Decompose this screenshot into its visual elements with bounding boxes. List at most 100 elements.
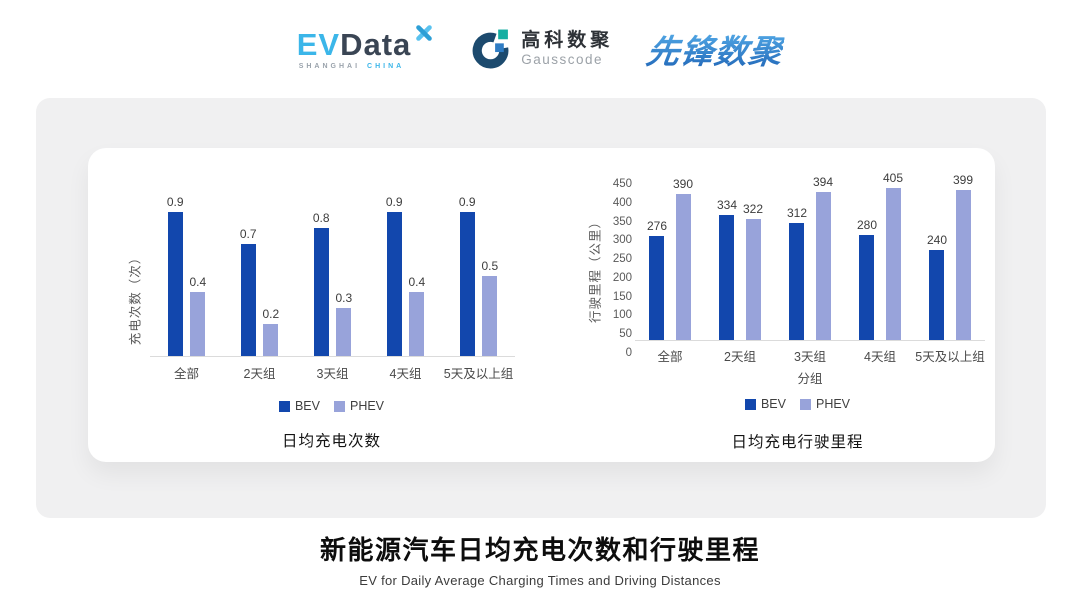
bar-group: 312 394 — [786, 174, 834, 340]
bar-value-label: 0.5 — [481, 258, 499, 273]
bar-value-label: 240 — [926, 232, 947, 247]
legend-label: BEV — [760, 397, 786, 411]
x-category-label: 5天及以上组 — [443, 367, 514, 381]
bar-group: 276 390 — [647, 176, 694, 340]
bar-bev — [459, 212, 475, 356]
y-tick-label: 50 — [619, 328, 632, 341]
evdata-data-text: Data — [340, 26, 412, 62]
bar-group: 0.9 0.5 — [458, 194, 499, 356]
x-category-label: 3天组 — [316, 367, 349, 381]
legend-label: BEV — [294, 399, 320, 413]
y-tick-label: 450 — [612, 178, 632, 190]
y-tick-label: 0 — [625, 347, 632, 359]
plot-column: 276 390 334 322 312 394 280 405 240 399 全部 2天组 3天组 4… — [635, 170, 985, 387]
legend-item-bev: BEV — [278, 399, 320, 413]
legend-label: PHEV — [815, 397, 851, 411]
gausscode-wordmark: 高科数聚 Gausscode — [521, 30, 613, 67]
legend-swatch-icon — [799, 398, 811, 410]
x-category-label: 3天组 — [794, 350, 826, 364]
bar-wrap: 240 — [926, 232, 947, 340]
legend: BEV PHEV — [610, 397, 985, 411]
bar-value-label: 394 — [813, 174, 834, 189]
bar-group: 0.8 0.3 — [313, 211, 353, 356]
bar-wrap: 0.4 — [190, 275, 206, 356]
bar-value-label: 0.2 — [262, 306, 280, 321]
chart-title: 日均充电行驶里程 — [731, 434, 864, 451]
y-tick-label: 350 — [612, 215, 632, 228]
x-axis-categories: 全部 2天组 3天组 4天组 5天及以上组 — [635, 346, 985, 365]
legend-swatch-icon — [333, 400, 345, 412]
x-category-label: 2天组 — [724, 350, 756, 364]
bar-bev — [386, 212, 402, 356]
bar-wrap: 280 — [856, 217, 877, 340]
bar-value-label: 280 — [856, 217, 877, 232]
bar-bev — [719, 215, 735, 340]
footer: 新能源汽车日均充电次数和行驶里程 EV for Daily Average Ch… — [0, 530, 1080, 588]
plot-column: 0.9 0.4 0.7 0.2 0.8 0.3 0.9 0.4 0.9 0.5 全部 2天组 3天组 4… — [150, 194, 515, 382]
charts-panel: 充电次数（次） 0.9 0.4 0.7 0.2 0.8 0.3 0.9 0.4 0.9 0.5 全… — [88, 148, 995, 462]
y-tick-label: 200 — [612, 271, 632, 284]
evdata-ev-text: EV — [296, 26, 341, 62]
evdata-china-text: CHINA — [367, 62, 405, 70]
y-axis-label: 充电次数（次） — [128, 250, 143, 346]
bar-wrap: 334 — [717, 198, 737, 340]
bar-value-label: 0.9 — [166, 194, 184, 209]
bar-phev — [815, 192, 831, 340]
bar-wrap: 0.3 — [335, 290, 353, 356]
bar-value-label: 322 — [743, 201, 764, 216]
bar-wrap: 390 — [673, 176, 694, 340]
bar-phev — [482, 276, 498, 356]
chart-body: 行驶里程（公里） 450 400 350 300 250 200 150 100 50 0 276… — [580, 170, 985, 387]
pioneer-wordmark-text: 先锋数聚 — [644, 25, 787, 73]
bar-wrap: 394 — [813, 174, 834, 340]
bar-phev — [745, 219, 761, 340]
bar-wrap: 399 — [953, 173, 973, 340]
bar-value-label: 0.9 — [458, 194, 476, 209]
legend-label: PHEV — [349, 399, 385, 413]
bar-phev — [955, 190, 971, 340]
bar-wrap: 0.9 — [166, 194, 184, 356]
gausscode-logo: 高科数聚 Gausscode — [469, 28, 613, 71]
x-category-label: 2天组 — [243, 367, 276, 381]
bar-bev — [929, 250, 945, 340]
bar-value-label: 312 — [786, 205, 807, 220]
bar-value-label: 0.4 — [408, 274, 426, 289]
x-category-label: 全部 — [173, 367, 199, 381]
chart-daily-driving-distance: 行驶里程（公里） 450 400 350 300 250 200 150 100 50 0 276… — [580, 160, 985, 452]
y-axis-ticks: 450 400 350 300 250 200 150 100 50 0 — [604, 178, 632, 359]
bar-group: 0.9 0.4 — [166, 194, 206, 356]
x-axis-label: 分组 — [797, 372, 823, 386]
bar-wrap: 0.9 — [386, 195, 403, 356]
legend: BEV PHEV — [148, 399, 515, 413]
bar-bev — [649, 236, 665, 340]
bar-bev — [859, 235, 875, 340]
legend-item-phev: PHEV — [799, 397, 851, 411]
bar-wrap: 405 — [883, 170, 904, 340]
bar-group: 240 399 — [926, 173, 973, 340]
bar-phev — [336, 308, 352, 356]
evdata-shanghai-text: SHANGHAI — [298, 62, 361, 70]
page-title: 新能源汽车日均充电次数和行驶里程 — [319, 535, 760, 565]
evdata-propeller-icon — [416, 24, 433, 41]
legend-item-bev: BEV — [744, 397, 786, 411]
chart-daily-charging-times: 充电次数（次） 0.9 0.4 0.7 0.2 0.8 0.3 0.9 0.4 0.9 0.5 全… — [118, 176, 515, 451]
chart-title: 日均充电次数 — [281, 433, 381, 450]
bar-wrap: 0.9 — [458, 194, 476, 356]
bar-group: 280 405 — [856, 170, 904, 340]
x-category-label: 4天组 — [864, 350, 896, 364]
bar-value-label: 405 — [883, 170, 904, 185]
x-category-label: 全部 — [657, 350, 683, 364]
legend-item-phev: PHEV — [333, 399, 385, 413]
y-tick-label: 250 — [612, 253, 632, 266]
x-axis-categories: 全部 2天组 3天组 4天组 5天及以上组 — [150, 363, 515, 382]
x-category-label: 4天组 — [389, 367, 422, 381]
bar-group: 334 322 — [717, 198, 764, 340]
bar-value-label: 0.3 — [335, 290, 353, 305]
bar-phev — [409, 292, 425, 356]
bar-wrap: 0.8 — [313, 211, 330, 356]
legend-swatch-icon — [278, 400, 290, 412]
bar-group: 0.9 0.4 — [386, 195, 426, 356]
y-tick-label: 300 — [612, 234, 632, 247]
chart-body: 充电次数（次） 0.9 0.4 0.7 0.2 0.8 0.3 0.9 0.4 0.9 0.5 全… — [118, 194, 515, 382]
bar-value-label: 390 — [673, 176, 694, 191]
